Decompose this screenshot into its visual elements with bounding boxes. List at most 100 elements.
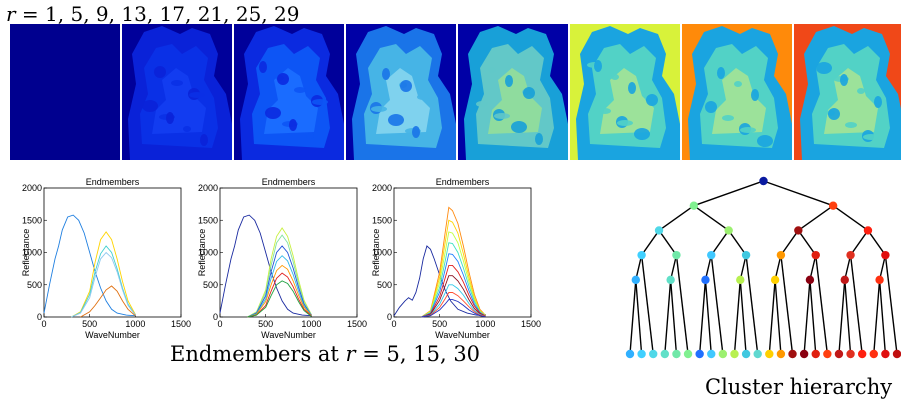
chart-title: Endmembers	[262, 177, 316, 187]
tile-speckle	[857, 88, 865, 94]
tree-leaf-node	[695, 349, 704, 359]
tree-leaf-node	[846, 349, 855, 359]
tree-edge	[797, 205, 834, 231]
hierarchy-caption: Cluster hierarchy	[705, 375, 893, 399]
tree-node	[840, 275, 849, 285]
tile-speckle	[634, 128, 650, 140]
tile-speckle	[874, 96, 882, 108]
tree-edge	[763, 180, 834, 207]
endmember-spectrum-line	[247, 272, 312, 318]
tile-speckle	[294, 87, 306, 93]
cluster-hierarchy-tree	[620, 170, 901, 365]
chart-title: Endmembers	[436, 177, 490, 187]
tree-node	[805, 275, 815, 285]
tree-edge	[809, 254, 817, 281]
tree-edge	[838, 279, 846, 355]
tile-speckle	[722, 115, 734, 121]
tile-speckle	[599, 108, 611, 114]
tree-node	[741, 250, 751, 260]
tile-speckle	[751, 89, 759, 101]
tree-edge	[641, 230, 660, 256]
tree-edge	[774, 254, 782, 281]
tree-leaf-node	[799, 349, 809, 359]
tree-edge	[774, 279, 782, 355]
tree-edge	[878, 254, 887, 281]
tile-speckle	[617, 120, 633, 126]
endmembers-caption-values: = 5, 15, 30	[355, 342, 481, 366]
r-values-text: 1, 5, 9, 13, 17, 21, 25, 29	[45, 2, 300, 26]
x-tick-label: 0	[391, 319, 396, 329]
endmembers-caption-r: r	[345, 342, 356, 366]
endmembers-plot-r5: Endmembers 0 500 1000 1500 2000 0 500 1000 1500 Wa…	[21, 176, 191, 341]
x-tick-label: 0	[217, 319, 222, 329]
tree-leaf-node	[892, 349, 901, 359]
tile-speckle	[628, 82, 636, 94]
tree-leaf-node	[857, 349, 867, 359]
tree-edge	[832, 205, 869, 231]
tree-edge	[698, 279, 707, 355]
tile-speckle	[476, 101, 488, 107]
plot-frame	[393, 187, 532, 318]
y-tick-label: 500	[203, 280, 218, 290]
abundance-map-tile	[122, 24, 232, 160]
tree-edge	[710, 255, 724, 355]
tree-node	[707, 250, 716, 260]
tree-edge	[704, 254, 712, 281]
tree-node	[637, 250, 646, 260]
tile-speckle	[265, 107, 281, 119]
tree-leaf-node	[881, 349, 890, 359]
tree-edge	[728, 230, 747, 256]
tree-node	[672, 250, 681, 260]
endmember-spectrum-line	[247, 255, 312, 318]
tree-leaf-node	[811, 349, 820, 359]
y-tick-label: 0	[37, 312, 42, 322]
tile-speckle	[594, 60, 602, 72]
x-tick-label: 500	[258, 319, 273, 329]
tree-edge	[849, 230, 869, 256]
tree-edge	[867, 230, 886, 256]
tile-speckle	[488, 67, 496, 73]
tree-leaf-node	[776, 349, 786, 359]
endmember-spectrum-line	[71, 245, 136, 318]
tree-node	[654, 226, 664, 235]
x-tick-label: 1000	[475, 319, 495, 329]
tree-node	[759, 176, 768, 186]
endmembers-plot-r30: Endmembers 0 500 1000 1500 2000 0 500 1000 1500 Wa…	[371, 176, 541, 341]
tree-leaf-node	[741, 349, 751, 359]
y-tick-label: 0	[213, 312, 218, 322]
tile-speckle	[840, 74, 848, 86]
x-tick-label: 1500	[521, 319, 541, 329]
tree-node	[811, 250, 820, 260]
tile-speckle	[154, 66, 166, 78]
tree-leaf-node	[869, 349, 878, 359]
tree-node	[776, 250, 786, 260]
endmember-spectrum-line	[71, 251, 136, 318]
x-tick-label: 500	[432, 319, 447, 329]
tree-edge	[710, 230, 730, 256]
x-tick-label: 1500	[347, 319, 367, 329]
abundance-map-tile	[794, 24, 901, 160]
endmember-spectrum-line	[247, 280, 312, 318]
y-tick-label: 2000	[22, 183, 42, 193]
tree-leaf-node	[730, 349, 739, 359]
tree-leaf-node	[707, 349, 716, 359]
tree-edge	[809, 279, 817, 355]
tree-leaf-node	[637, 349, 646, 359]
tree-edge	[635, 254, 643, 281]
tile-speckle	[189, 92, 205, 98]
tree-leaf-node	[823, 349, 832, 359]
tree-edge	[815, 255, 829, 355]
tree-edge	[693, 180, 764, 207]
tile-speckle	[734, 81, 742, 87]
x-tick-label: 1000	[125, 319, 145, 329]
tree-edge	[704, 279, 712, 355]
tree-node	[770, 275, 780, 285]
tile-speckle	[277, 73, 289, 85]
endmember-spectrum-line	[219, 214, 312, 317]
endmember-spectrum-line	[393, 245, 486, 317]
tile-speckle	[511, 121, 527, 133]
abundance-map-tile	[346, 24, 456, 160]
tree-edge	[803, 279, 811, 355]
tile-speckle	[400, 80, 412, 92]
tree-leaf-node	[672, 349, 681, 359]
